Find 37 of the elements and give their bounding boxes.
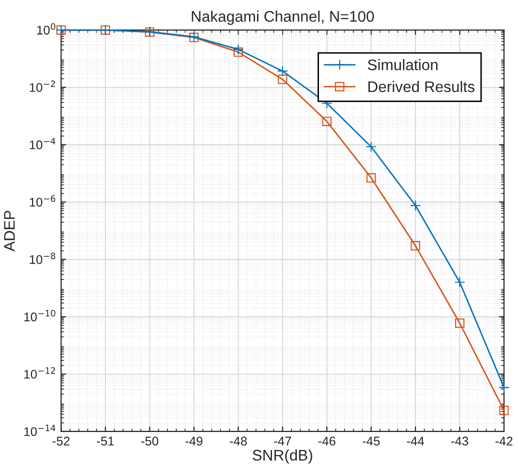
point	[410, 241, 420, 250]
point	[366, 173, 376, 183]
x-tick-label: -51	[96, 436, 114, 446]
x-tick-label: -43	[451, 436, 468, 446]
x-tick-label: -45	[362, 436, 380, 446]
point	[234, 47, 243, 57]
y-tick-label: 10$^{0}$	[37, 23, 56, 35]
point	[322, 116, 332, 126]
legend-label: Derived Results	[368, 80, 474, 92]
y-tick-label: 10$^{−10}$	[24, 310, 56, 322]
point	[232, 44, 244, 55]
x-tick-label: -44	[406, 436, 424, 446]
y-tick-label: 10$^{−6}$	[30, 195, 56, 207]
x-tick-label: -49	[186, 436, 202, 446]
chart-title: Nakagami Channel, N=100	[192, 10, 374, 25]
y-tick-label: 10$^{−12}$	[24, 367, 55, 379]
x-tick-label: -48	[230, 436, 247, 446]
y-tick-label: 10$^{−2}$	[30, 80, 55, 92]
x-tick-label: -50	[141, 436, 158, 446]
point	[455, 318, 464, 328]
y-axis-title: ADEP	[4, 210, 15, 252]
x-tick-label: -52	[52, 436, 70, 446]
x-tick-label: -46	[318, 436, 336, 446]
y-tick-label: 10$^{−14}$	[24, 424, 56, 436]
point	[410, 200, 421, 211]
point	[498, 382, 510, 393]
y-tick-label: 10$^{−4}$	[30, 138, 56, 150]
x-tick-label: -42	[496, 436, 512, 446]
point	[278, 74, 288, 84]
point	[454, 276, 466, 288]
point	[499, 406, 509, 416]
x-axis-title: SNR(dB)	[252, 449, 312, 464]
point	[366, 141, 377, 152]
point	[277, 66, 288, 76]
legend-label: Simulation	[368, 59, 438, 70]
x-tick-label: -47	[274, 436, 291, 446]
y-tick-label: 10$^{−8}$	[30, 252, 56, 264]
